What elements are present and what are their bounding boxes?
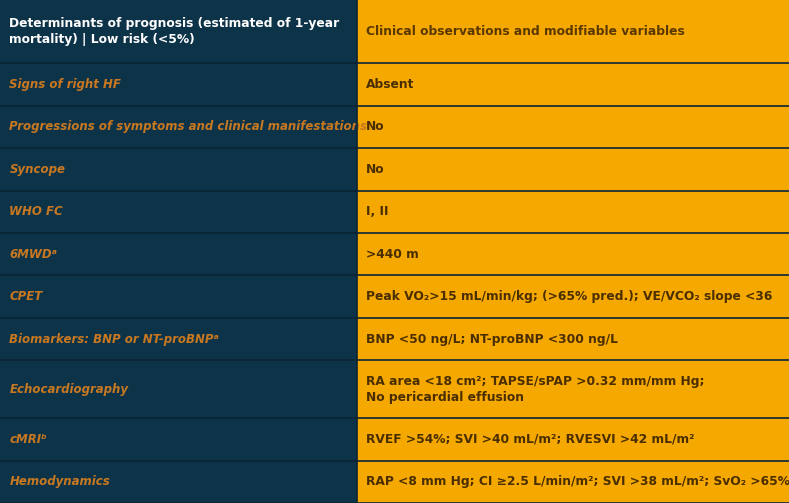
Text: I, II: I, II — [366, 205, 389, 218]
Bar — [0, 360, 357, 418]
Bar — [357, 148, 789, 191]
Bar — [357, 461, 789, 503]
Bar — [0, 275, 357, 318]
Text: CPET: CPET — [9, 290, 43, 303]
Text: BNP <50 ng/L; NT-proBNP <300 ng/L: BNP <50 ng/L; NT-proBNP <300 ng/L — [366, 332, 618, 346]
Bar — [0, 0, 357, 63]
Text: Absent: Absent — [366, 78, 414, 91]
Text: Syncope: Syncope — [9, 163, 65, 176]
Text: No: No — [366, 163, 385, 176]
Bar — [357, 418, 789, 461]
Text: RA area <18 cm²; TAPSE/sPAP >0.32 mm/mm Hg;
No pericardial effusion: RA area <18 cm²; TAPSE/sPAP >0.32 mm/mm … — [366, 375, 705, 404]
Bar — [0, 191, 357, 233]
Text: 6MWDᵃ: 6MWDᵃ — [9, 247, 58, 261]
Bar — [357, 233, 789, 275]
Bar — [357, 0, 789, 63]
Text: RAP <8 mm Hg; CI ≥2.5 L/min/m²; SVI >38 mL/m²; SvO₂ >65%: RAP <8 mm Hg; CI ≥2.5 L/min/m²; SVI >38 … — [366, 475, 789, 488]
Bar — [357, 360, 789, 418]
Bar — [357, 318, 789, 360]
Bar — [0, 106, 357, 148]
Bar — [357, 63, 789, 106]
Text: RVEF >54%; SVI >40 mL/m²; RVESVI >42 mL/m²: RVEF >54%; SVI >40 mL/m²; RVESVI >42 mL/… — [366, 433, 694, 446]
Text: Determinants of prognosis (estimated of 1-year
mortality) | Low risk (<5%): Determinants of prognosis (estimated of … — [9, 17, 340, 46]
Text: Hemodynamics: Hemodynamics — [9, 475, 110, 488]
Text: Peak VO₂>15 mL/min/kg; (>65% pred.); VE/VCO₂ slope <36: Peak VO₂>15 mL/min/kg; (>65% pred.); VE/… — [366, 290, 772, 303]
Bar — [0, 148, 357, 191]
Text: cMRIᵇ: cMRIᵇ — [9, 433, 47, 446]
Bar — [0, 418, 357, 461]
Text: No: No — [366, 120, 385, 133]
Bar — [0, 318, 357, 360]
Text: Echocardiography: Echocardiography — [9, 383, 129, 396]
Text: WHO FC: WHO FC — [9, 205, 63, 218]
Bar — [357, 191, 789, 233]
Text: Biomarkers: BNP or NT-proBNPᵃ: Biomarkers: BNP or NT-proBNPᵃ — [9, 332, 219, 346]
Text: Clinical observations and modifiable variables: Clinical observations and modifiable var… — [366, 25, 685, 38]
Bar — [0, 63, 357, 106]
Bar — [0, 233, 357, 275]
Text: Signs of right HF: Signs of right HF — [9, 78, 122, 91]
Bar — [0, 461, 357, 503]
Text: >440 m: >440 m — [366, 247, 419, 261]
Text: Progressions of symptoms and clinical manifestations: Progressions of symptoms and clinical ma… — [9, 120, 368, 133]
Bar — [357, 106, 789, 148]
Bar — [357, 275, 789, 318]
